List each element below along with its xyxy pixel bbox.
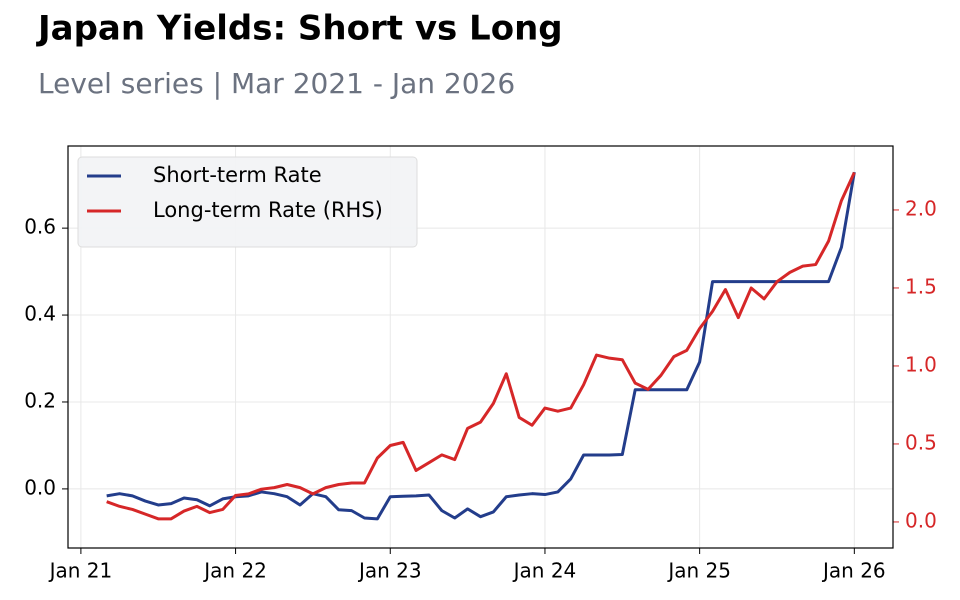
x-tick-label: Jan 25	[666, 559, 731, 583]
legend-box	[77, 156, 418, 248]
y-tick-label: 0.4	[24, 302, 56, 326]
x-tick-label: Jan 21	[48, 559, 113, 583]
x-tick-label: Jan 23	[357, 559, 422, 583]
series-line	[106, 171, 856, 521]
y2-tick-label: 1.0	[905, 352, 937, 376]
y2-tick-label: 0.5	[905, 430, 937, 454]
y2-tick-label: 2.0	[905, 196, 937, 220]
x-tick-label: Jan 24	[512, 559, 577, 583]
y-tick-label: 0.0	[24, 475, 56, 499]
x-tick-label: Jan 22	[202, 559, 267, 583]
y2-tick-label: 1.5	[905, 274, 937, 298]
x-tick-label: Jan 26	[821, 559, 886, 583]
y2-tick-label: 0.0	[905, 508, 937, 532]
legend-label: Long-term Rate (RHS)	[153, 198, 383, 222]
y-tick-label: 0.6	[24, 215, 56, 239]
chart-subtitle: Level series | Mar 2021 - Jan 2026	[38, 67, 515, 100]
plot-frame	[67, 145, 894, 549]
y-tick-label: 0.2	[24, 388, 56, 412]
chart-title: Japan Yields: Short vs Long	[36, 9, 563, 49]
legend-label: Short-term Rate	[153, 163, 322, 187]
series-line	[106, 171, 856, 521]
